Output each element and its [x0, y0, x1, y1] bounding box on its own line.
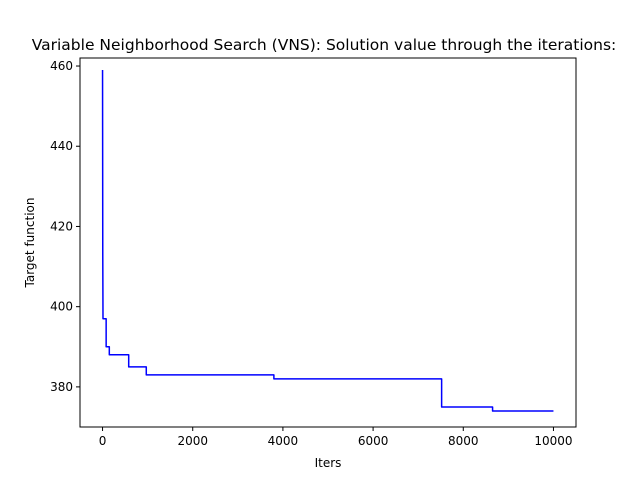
y-axis-label: Target function [23, 198, 37, 289]
y-tick-label: 420 [50, 219, 73, 233]
x-tick-label: 4000 [268, 434, 299, 448]
axes-frame [79, 57, 577, 428]
plot-area [101, 70, 554, 412]
y-tick-label: 380 [50, 380, 73, 394]
x-axis-label: Iters [315, 456, 342, 470]
x-tick-label: 2000 [177, 434, 208, 448]
chart-title: Variable Neighborhood Search (VNS): Solu… [32, 36, 617, 54]
x-tick-label: 6000 [358, 434, 389, 448]
x-tick-label: 10000 [534, 434, 572, 448]
x-tick-label: 0 [99, 434, 107, 448]
x-tick-label: 8000 [448, 434, 479, 448]
series-line-0 [101, 70, 554, 412]
y-tick-label: 460 [50, 59, 73, 73]
y-tick-label: 400 [50, 300, 73, 314]
axis-ticks: 0 2000 4000 6000 8000 10000 380 400 420 440 460 [50, 59, 572, 448]
y-tick-label: 440 [50, 139, 73, 153]
